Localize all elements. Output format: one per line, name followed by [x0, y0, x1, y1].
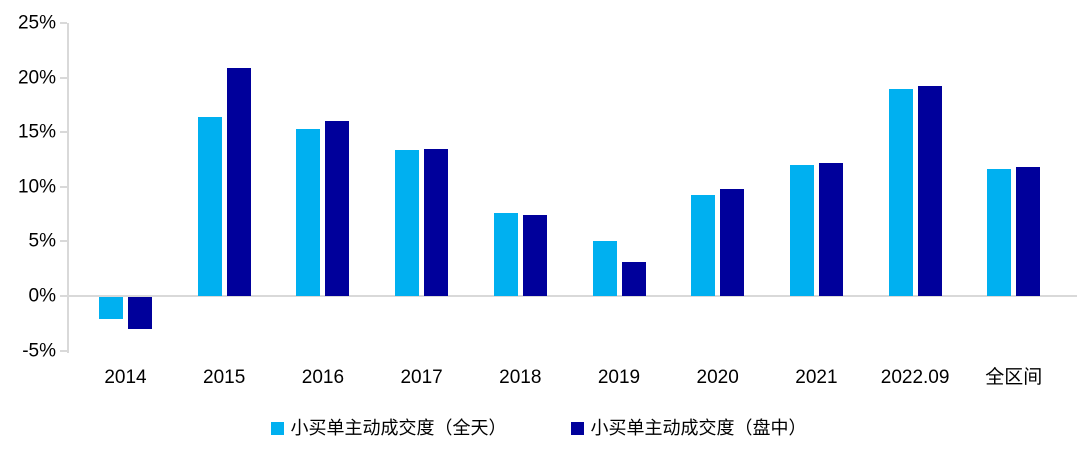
y-tick-label: -5% — [22, 340, 56, 361]
y-tick-mark — [60, 294, 67, 297]
legend-label: 小买单主动成交度（全天） — [290, 418, 507, 438]
bar-full-day-2019 — [592, 241, 617, 296]
y-axis-line — [67, 23, 69, 353]
y-tick-label: 10% — [17, 176, 56, 198]
legend-swatch-icon — [270, 421, 284, 435]
bar-intraday-2020 — [720, 188, 745, 296]
x-axis-label-2017: 2017 — [400, 367, 443, 388]
bar-full-day-2016 — [296, 128, 321, 296]
y-tick-label: 20% — [17, 67, 56, 89]
bar-full-day-全区间 — [987, 169, 1012, 296]
x-axis-label-2014: 2014 — [104, 367, 147, 388]
y-tick-label: 5% — [28, 230, 56, 252]
y-tick-mark — [60, 349, 67, 352]
y-tick-label: 0% — [28, 285, 56, 307]
x-axis-label-2021: 2021 — [795, 367, 838, 388]
x-axis-zero-line — [67, 294, 1077, 297]
bar-full-day-2020 — [691, 195, 716, 296]
x-axis-label-2022.09: 2022.09 — [880, 367, 950, 388]
bar-intraday-2016 — [325, 121, 350, 296]
bar-full-day-2021 — [789, 164, 814, 296]
bar-full-day-2017 — [395, 149, 420, 296]
y-tick-label: 15% — [17, 121, 56, 143]
y-tick-label: 25% — [17, 12, 56, 34]
bar-intraday-全区间 — [1016, 167, 1041, 296]
y-tick-mark — [60, 131, 67, 134]
bar-intraday-2019 — [621, 262, 646, 296]
x-axis-label-2019: 2019 — [597, 367, 641, 388]
y-tick-mark — [60, 185, 67, 188]
x-axis-label-2018: 2018 — [499, 367, 542, 388]
bar-intraday-2022.09 — [917, 86, 942, 296]
x-axis-label-全区间: 全区间 — [985, 367, 1043, 388]
x-axis-label-2016: 2016 — [301, 367, 345, 388]
bar-full-day-2022.09 — [888, 88, 913, 296]
y-tick-mark — [60, 22, 67, 24]
legend: 小买单主动成交度（全天） 小买单主动成交度（盘中） — [0, 419, 1077, 437]
bar-full-day-2015 — [197, 116, 222, 296]
legend-item: 小买单主动成交度（盘中） — [570, 418, 807, 438]
bar-intraday-2018 — [522, 215, 547, 296]
bar-intraday-2017 — [424, 148, 449, 296]
legend-label: 小买单主动成交度（盘中） — [590, 418, 807, 438]
y-tick-mark — [60, 240, 67, 243]
legend-swatch-icon — [570, 421, 584, 435]
bar-intraday-2021 — [818, 162, 843, 296]
legend-item: 小买单主动成交度（全天） — [270, 418, 507, 438]
y-tick-mark — [60, 76, 67, 79]
x-axis-label-2020: 2020 — [696, 367, 739, 388]
x-axis-label-2015: 2015 — [203, 367, 246, 388]
bar-full-day-2018 — [493, 212, 518, 296]
bar-intraday-2014 — [128, 296, 152, 329]
bar-intraday-2015 — [226, 67, 251, 296]
bar-full-day-2014 — [99, 296, 123, 319]
